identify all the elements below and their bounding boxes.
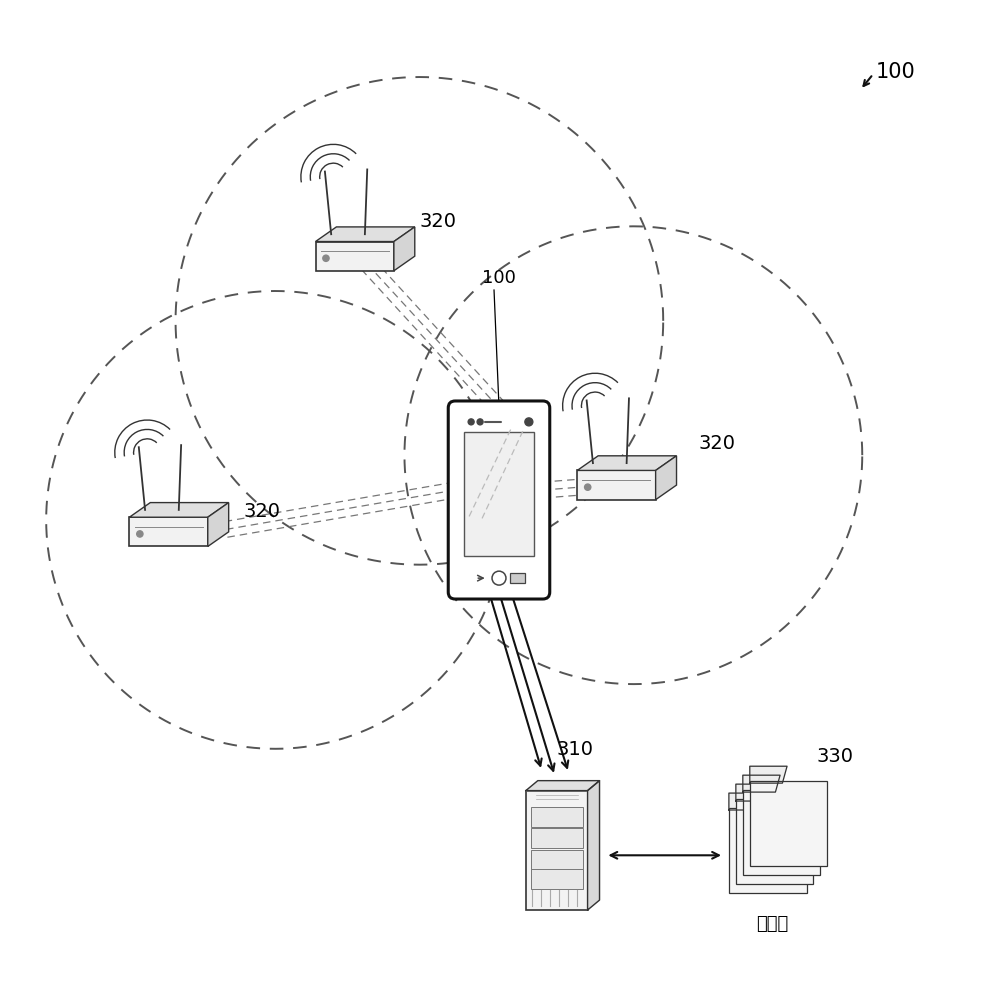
Polygon shape xyxy=(656,456,677,500)
Polygon shape xyxy=(130,517,208,546)
Polygon shape xyxy=(526,781,600,791)
Polygon shape xyxy=(577,470,656,500)
Polygon shape xyxy=(588,781,600,910)
FancyBboxPatch shape xyxy=(448,401,550,599)
Circle shape xyxy=(477,419,483,425)
Polygon shape xyxy=(743,775,780,792)
Text: 100: 100 xyxy=(482,269,516,287)
Polygon shape xyxy=(130,503,229,517)
Text: 310: 310 xyxy=(556,740,593,759)
Bar xyxy=(510,573,525,583)
Text: 数据库: 数据库 xyxy=(756,915,788,933)
Text: 320: 320 xyxy=(698,434,736,453)
Circle shape xyxy=(137,531,143,537)
Circle shape xyxy=(322,255,329,261)
Polygon shape xyxy=(315,227,415,242)
Text: 320: 320 xyxy=(244,502,280,521)
Text: 100: 100 xyxy=(875,62,915,82)
Bar xyxy=(749,781,827,866)
Polygon shape xyxy=(315,242,394,271)
Bar xyxy=(531,850,583,870)
Bar xyxy=(729,808,806,893)
Polygon shape xyxy=(729,793,766,810)
Polygon shape xyxy=(208,503,229,546)
Bar xyxy=(526,791,588,910)
Circle shape xyxy=(468,419,474,425)
Bar xyxy=(531,807,583,827)
Bar xyxy=(743,790,820,875)
Polygon shape xyxy=(749,766,787,783)
Bar xyxy=(736,799,813,884)
Polygon shape xyxy=(736,784,773,801)
Text: 330: 330 xyxy=(816,747,853,766)
Text: 320: 320 xyxy=(419,212,456,231)
Polygon shape xyxy=(577,456,677,470)
Bar xyxy=(531,828,583,848)
Polygon shape xyxy=(394,227,415,271)
Circle shape xyxy=(585,484,591,490)
Circle shape xyxy=(525,418,533,426)
Bar xyxy=(531,869,583,889)
Bar xyxy=(464,432,534,556)
